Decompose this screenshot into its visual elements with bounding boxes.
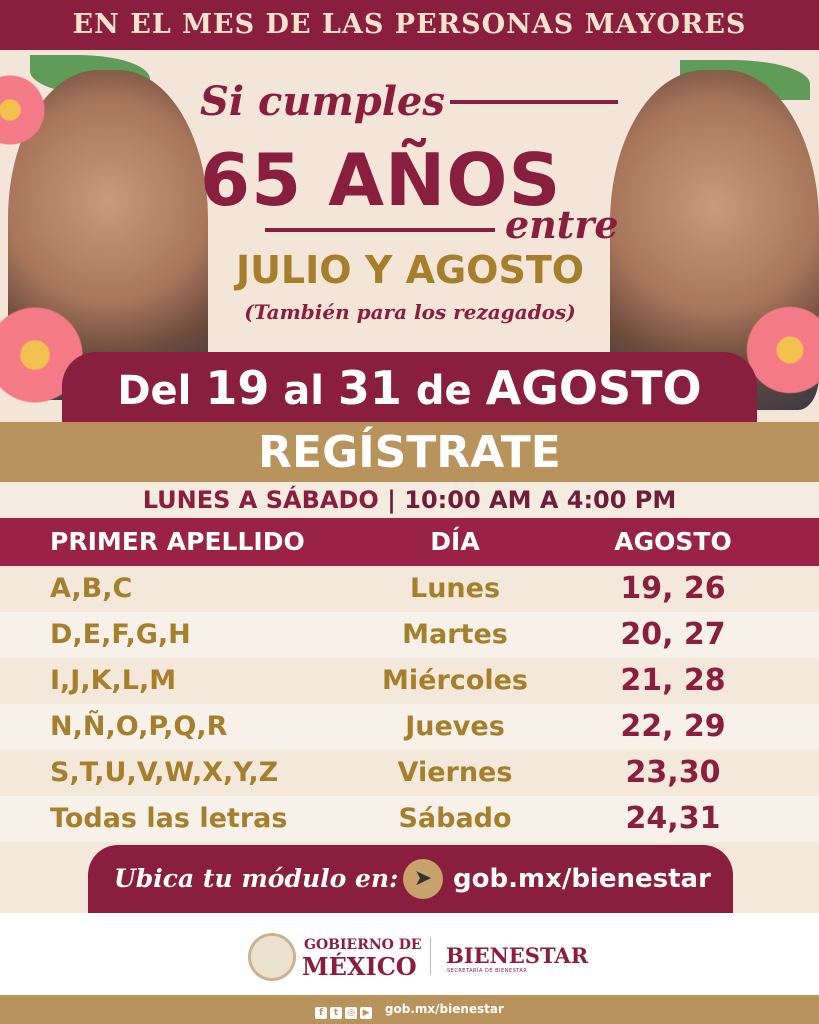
row-dates: 22, 29 bbox=[620, 709, 726, 744]
register-heading: REGÍSTRATE bbox=[0, 422, 819, 482]
row-day: Martes bbox=[402, 619, 508, 650]
date-al: al bbox=[283, 368, 324, 414]
instagram-icon[interactable]: ◎ bbox=[345, 1007, 358, 1019]
table-row: S,T,U,V,W,X,Y,Z Viernes 23,30 bbox=[0, 750, 819, 796]
row-letters: A,B,C bbox=[50, 573, 133, 604]
table-row: N,Ñ,O,P,Q,R Jueves 22, 29 bbox=[0, 704, 819, 750]
hours-time: 10:00 AM A 4:00 PM bbox=[404, 486, 677, 514]
table-row: A,B,C Lunes 19, 26 bbox=[0, 566, 819, 612]
table-header: PRIMER APELLIDO DÍA AGOSTO bbox=[0, 518, 819, 566]
months-heading: JULIO Y AGOSTO bbox=[235, 248, 585, 292]
row-dates: 24,31 bbox=[625, 801, 721, 836]
row-letters: S,T,U,V,W,X,Y,Z bbox=[50, 757, 279, 788]
row-dates: 20, 27 bbox=[620, 617, 726, 652]
rezagados-note: (También para los rezagados) bbox=[244, 300, 576, 324]
cursor-icon: ➤ bbox=[403, 859, 443, 899]
gobierno-logo-line2: MÉXICO bbox=[302, 952, 417, 981]
row-day: Miércoles bbox=[382, 665, 528, 696]
bienestar-logo: BIENESTAR bbox=[446, 943, 589, 968]
date-range: Del 19 al 31 de AGOSTO bbox=[62, 352, 757, 424]
row-dates: 21, 28 bbox=[620, 663, 726, 698]
date-de: de bbox=[415, 368, 472, 414]
hours-line: LUNES A SÁBADO | 10:00 AM A 4:00 PM bbox=[0, 482, 819, 518]
table-row: D,E,F,G,H Martes 20, 27 bbox=[0, 612, 819, 658]
top-banner: EN EL MES DE LAS PERSONAS MAYORES bbox=[0, 0, 819, 50]
row-letters: N,Ñ,O,P,Q,R bbox=[50, 711, 228, 742]
module-link[interactable]: gob.mx/bienestar bbox=[453, 864, 711, 894]
entre-text: entre bbox=[505, 202, 619, 247]
date-del: Del bbox=[117, 368, 192, 414]
module-banner: Ubica tu módulo en: ➤ gob.mx/bienestar bbox=[88, 845, 733, 913]
date-month: AGOSTO bbox=[485, 361, 702, 415]
hours-days: LUNES A SÁBADO bbox=[142, 486, 379, 514]
footer-url[interactable]: gob.mx/bienestar bbox=[384, 1002, 504, 1016]
header-apellido: PRIMER APELLIDO bbox=[50, 527, 305, 556]
row-letters: I,J,K,L,M bbox=[50, 665, 177, 696]
row-letters: D,E,F,G,H bbox=[50, 619, 191, 650]
gobierno-logo-line1: GOBIERNO DE bbox=[304, 937, 422, 953]
logo-bar bbox=[0, 913, 819, 995]
divider bbox=[450, 100, 618, 104]
age-heading: 65 AÑOS bbox=[200, 138, 562, 222]
hours-sep: | bbox=[387, 486, 396, 514]
row-day: Viernes bbox=[397, 757, 513, 788]
module-label: Ubica tu módulo en: bbox=[114, 864, 399, 893]
row-day: Jueves bbox=[405, 711, 505, 742]
header-dia: DÍA bbox=[430, 527, 480, 556]
table-row: I,J,K,L,M Miércoles 21, 28 bbox=[0, 658, 819, 704]
table-row: Todas las letras Sábado 24,31 bbox=[0, 796, 819, 842]
twitter-icon[interactable]: t bbox=[330, 1007, 343, 1019]
date-end: 31 bbox=[337, 361, 402, 415]
si-cumples-text: Si cumples bbox=[200, 78, 445, 125]
header-agosto: AGOSTO bbox=[614, 527, 732, 556]
row-day: Sábado bbox=[398, 803, 512, 834]
divider bbox=[265, 228, 495, 232]
footer: f t ◎ ▶ gob.mx/bienestar bbox=[0, 995, 819, 1024]
logo-divider bbox=[430, 937, 431, 975]
schedule-table: A,B,C Lunes 19, 26 D,E,F,G,H Martes 20, 27 I… bbox=[0, 566, 819, 842]
row-day: Lunes bbox=[409, 573, 501, 604]
row-dates: 23,30 bbox=[625, 755, 721, 790]
mexico-seal-icon bbox=[248, 933, 296, 981]
date-start: 19 bbox=[205, 361, 270, 415]
secretaria-subtitle: SECRETARÍA DE BIENESTAR bbox=[447, 968, 528, 974]
row-dates: 19, 26 bbox=[620, 571, 726, 606]
facebook-icon[interactable]: f bbox=[315, 1007, 328, 1019]
row-letters: Todas las letras bbox=[50, 803, 288, 834]
youtube-icon[interactable]: ▶ bbox=[360, 1007, 373, 1019]
